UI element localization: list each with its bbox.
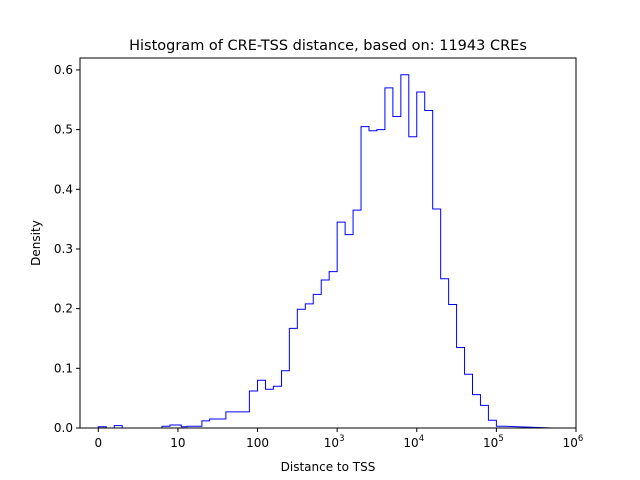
- y-tick-label: 0.0: [54, 421, 73, 435]
- x-tick-label: 0: [94, 436, 102, 450]
- x-tick-base: 10: [563, 436, 578, 450]
- y-axis-label: Density: [29, 220, 43, 266]
- x-tick-exponent: 5: [498, 434, 503, 444]
- x-tick-label: 104: [403, 434, 424, 450]
- x-tick-label: 103: [324, 434, 345, 450]
- y-tick-label: 0.3: [54, 242, 73, 256]
- x-tick-label: 106: [563, 434, 584, 450]
- y-tick-label: 0.5: [54, 123, 73, 137]
- y-axis: 0.0 0.1 0.2 0.3 0.4 0.5 0.6: [54, 63, 80, 435]
- y-tick-label: 0.4: [54, 182, 73, 196]
- x-tick-base: 10: [324, 436, 339, 450]
- y-tick-label: 0.1: [54, 361, 73, 375]
- x-tick-base: 10: [403, 436, 418, 450]
- x-axis-label: Distance to TSS: [281, 460, 376, 474]
- x-tick-exponent: 6: [578, 434, 583, 444]
- histogram-step-line: [97, 74, 553, 429]
- plot-area: [79, 57, 577, 429]
- x-tick-label: 10: [170, 436, 185, 450]
- chart-title: Histogram of CRE-TSS distance, based on:…: [129, 38, 527, 54]
- x-tick-exponent: 4: [419, 434, 424, 444]
- x-tick-exponent: 3: [339, 434, 344, 444]
- x-axis: 0 10 100 103 104 105 106: [94, 428, 583, 450]
- x-tick-label: 100: [246, 436, 269, 450]
- y-tick-label: 0.6: [54, 63, 73, 77]
- axes-frame: [79, 57, 577, 429]
- y-tick-label: 0.2: [54, 302, 73, 316]
- x-tick-base: 10: [483, 436, 498, 450]
- x-tick-label: 105: [483, 434, 504, 450]
